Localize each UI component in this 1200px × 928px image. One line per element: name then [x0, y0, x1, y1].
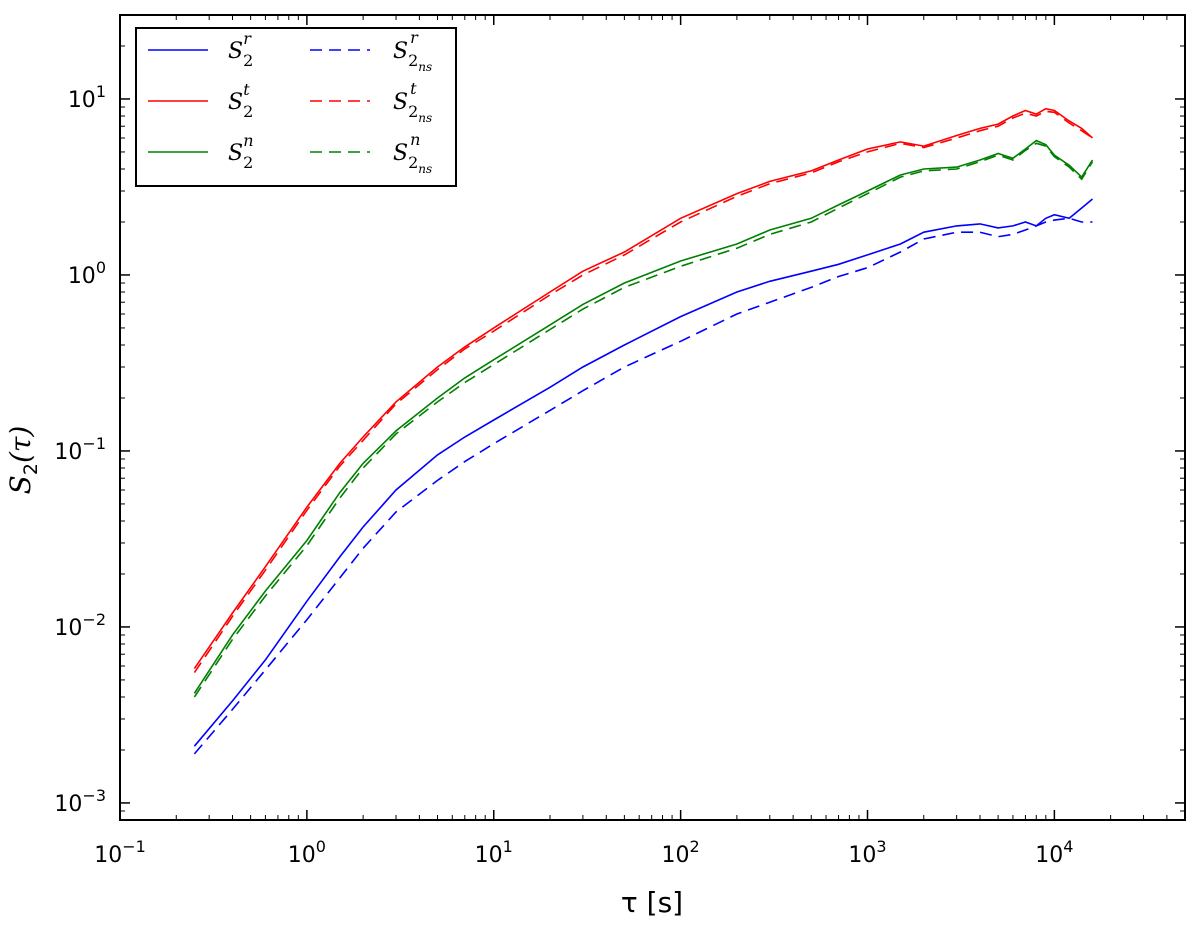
legend-label-3: S2nsr: [393, 28, 432, 74]
x-tick-label: 10−1: [94, 837, 146, 868]
legend-label-1: S2t: [228, 80, 253, 121]
y-axis-label: S2(τ): [4, 426, 42, 495]
y-tick-label: 100: [68, 258, 106, 289]
series-layer: [193, 107, 1094, 755]
series-line-3: [193, 217, 1093, 755]
legend-label-0: S2r: [228, 29, 253, 70]
legend-box: [135, 27, 457, 187]
legend: S2r S2t S2n S2nsr S2nst S2nsn: [135, 27, 457, 187]
y-tick-label: 10−2: [54, 610, 106, 641]
series-line-2: [193, 139, 1094, 694]
series-line-4: [193, 110, 1093, 674]
x-tick-label: 104: [1035, 837, 1073, 868]
series-line-1: [193, 107, 1094, 670]
ticks-layer: 10−1 100 101 102 103 104 10−3 10−2 10−1 100 101: [54, 15, 1185, 868]
legend-label-2: S2n: [228, 131, 254, 172]
y-tick-label: 10−3: [54, 786, 106, 817]
x-tick-label: 101: [475, 837, 513, 868]
x-tick-label: 100: [288, 837, 326, 868]
legend-label-4: S2nst: [393, 79, 432, 125]
x-tick-label: 102: [662, 837, 700, 868]
series-line-5: [193, 142, 1094, 698]
x-tick-label: 103: [848, 837, 886, 868]
y-tick-label: 101: [68, 82, 106, 113]
x-axis-label: τ [s]: [621, 886, 683, 919]
legend-label-5: S2nsn: [393, 130, 432, 176]
y-tick-label: 10−1: [54, 434, 106, 465]
series-line-0: [193, 198, 1094, 747]
plot-frame: [119, 14, 1186, 821]
